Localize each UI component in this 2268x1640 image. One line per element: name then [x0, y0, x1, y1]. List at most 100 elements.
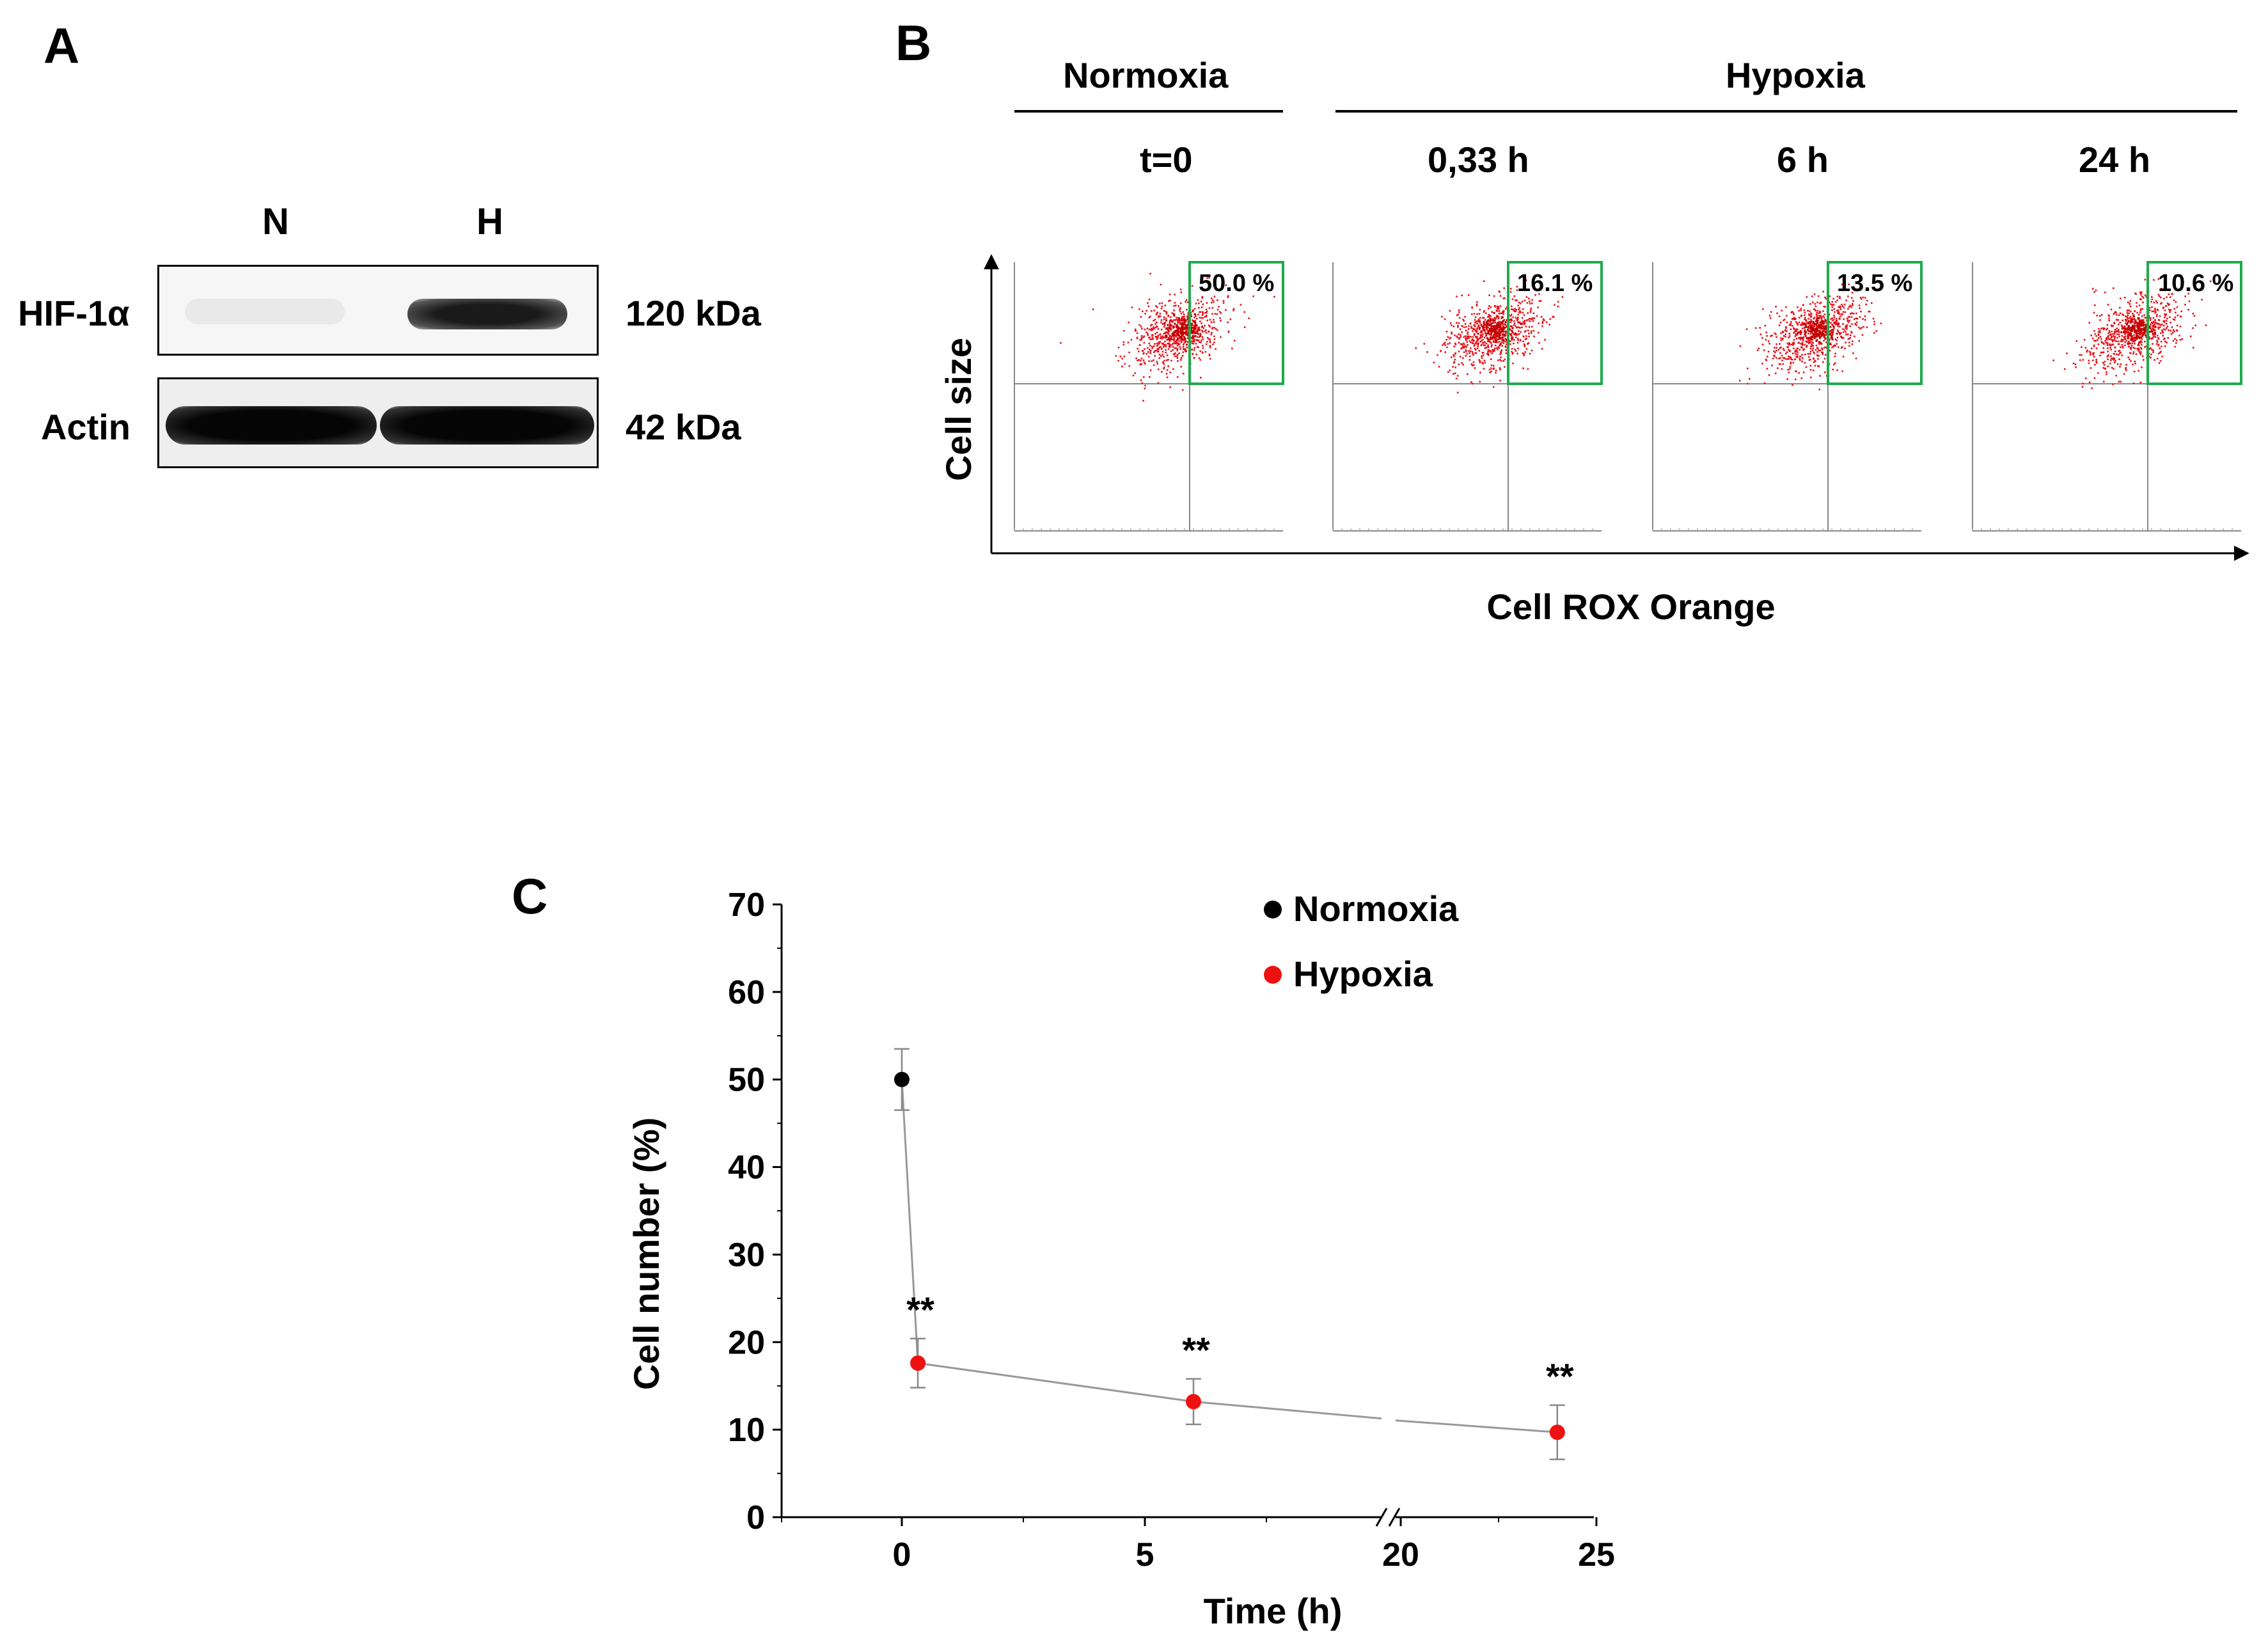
flow-event-dot: [1832, 304, 1835, 306]
flow-event-dot: [1178, 337, 1181, 340]
flow-event-dot: [1503, 328, 1505, 330]
flow-event-dot: [1790, 358, 1792, 360]
flow-event-dot: [1813, 361, 1815, 363]
flow-event-dot: [1177, 342, 1179, 344]
flow-event-dot: [1497, 332, 1499, 335]
flow-event-dot: [1488, 308, 1490, 310]
flow-event-dot: [1533, 317, 1536, 319]
flow-event-dot: [1525, 296, 1528, 298]
flow-event-dot: [1793, 328, 1795, 331]
flow-event-dot: [2139, 325, 2142, 327]
flow-event-dot: [2121, 327, 2123, 330]
flow-event-dot: [2093, 377, 2096, 379]
flow-event-dot: [2159, 352, 2161, 354]
flow-event-dot: [1805, 366, 1807, 368]
flow-event-dot: [2111, 336, 2113, 338]
flow-event-dot: [1444, 318, 1446, 320]
flow-event-dot: [1195, 353, 1197, 356]
flow-event-dot: [2144, 340, 2146, 343]
flow-event-dot: [1511, 327, 1514, 329]
flow-event-dot: [1471, 351, 1474, 353]
flow-event-dot: [1176, 354, 1179, 356]
flow-event-dot: [1488, 316, 1490, 318]
flow-event-dot: [1482, 333, 1484, 335]
flow-event-dot: [1817, 347, 1819, 349]
flow-event-dot: [1811, 338, 1814, 341]
flow-event-dot: [1809, 330, 1812, 333]
flow-event-dot: [1786, 358, 1788, 360]
flow-event-dot: [2167, 337, 2170, 339]
flow-event-dot: [1146, 310, 1147, 312]
flow-event-dot: [1847, 296, 1849, 297]
flow-event-dot: [1839, 326, 1841, 328]
flow-event-dot: [2152, 325, 2154, 327]
flow-event-dot: [1495, 316, 1498, 318]
flow-event-dot: [1499, 353, 1501, 355]
flow-event-dot: [1169, 299, 1171, 302]
flow-event-dot: [1804, 361, 1806, 364]
flow-event-dot: [1198, 341, 1201, 343]
flow-event-dot: [1790, 311, 1793, 313]
flow-event-dot: [1458, 351, 1460, 352]
flow-event-dot: [1164, 304, 1166, 306]
flow-event-dot: [1160, 308, 1163, 310]
flow-event-dot: [1474, 347, 1476, 350]
flow-event-dot: [1186, 308, 1188, 311]
flow-event-dot: [2103, 381, 2105, 383]
flow-event-dot: [1533, 335, 1535, 338]
flow-event-dot: [2193, 347, 2194, 349]
flow-event-dot: [2176, 329, 2178, 331]
flow-event-dot: [1800, 343, 1802, 345]
flow-event-dot: [1797, 332, 1799, 334]
flow-event-dot: [1483, 329, 1486, 331]
flow-event-dot: [1801, 324, 1803, 326]
flow-event-dot: [1200, 301, 1202, 303]
flow-event-dot: [2133, 370, 2136, 373]
flow-event-dot: [1850, 306, 1852, 308]
flow-event-dot: [1447, 336, 1449, 338]
flow-event-dot: [2118, 381, 2120, 382]
flow-event-dot: [1173, 315, 1176, 317]
flow-event-dot: [1496, 330, 1498, 333]
flow-event-dot: [1504, 326, 1507, 329]
flow-event-dot: [1449, 369, 1451, 372]
flow-event-dot: [1498, 312, 1500, 315]
flow-event-dot: [1497, 306, 1500, 308]
flow-event-dot: [2166, 326, 2169, 327]
chart-y-axis-label: Cell number (%): [626, 1117, 666, 1390]
flow-event-dot: [1444, 351, 1446, 353]
flow-event-dot: [1849, 313, 1852, 315]
flow-event-dot: [1476, 340, 1477, 343]
flow-event-dot: [1170, 316, 1172, 318]
flow-event-dot: [1155, 313, 1158, 316]
flow-event-dot: [1442, 344, 1444, 346]
flow-event-dot: [1790, 321, 1792, 323]
flow-event-dot: [1795, 349, 1798, 352]
flow-event-dot: [2132, 314, 2134, 317]
flow-event-dot: [1811, 327, 1814, 329]
flow-event-dot: [1183, 342, 1185, 344]
flow-event-dot: [2136, 302, 2138, 304]
flow-event-dot: [1810, 315, 1812, 317]
flow-event-dot: [1477, 327, 1479, 329]
flow-event-dot: [1174, 302, 1176, 304]
flow-event-dot: [2175, 301, 2177, 303]
flow-event-dot: [1809, 358, 1811, 361]
flow-event-dot: [1128, 321, 1130, 324]
flow-event-dot: [1805, 340, 1807, 342]
flow-event-dot: [1172, 338, 1174, 340]
flow-event-dot: [1488, 329, 1491, 332]
flow-event-dot: [1183, 336, 1186, 338]
flow-event-dot: [1796, 333, 1799, 336]
flow-event-dot: [2109, 363, 2111, 365]
flow-event-dot: [2157, 335, 2159, 337]
flow-event-dot: [1773, 350, 1775, 352]
flow-event-dot: [1139, 344, 1141, 346]
flow-event-dot: [1492, 340, 1495, 342]
flow-event-dot: [1852, 340, 1854, 342]
flow-event-dot: [1473, 328, 1476, 331]
flow-event-dot: [1140, 326, 1142, 327]
flow-event-dot: [1515, 299, 1516, 301]
flow-event-dot: [2127, 326, 2130, 328]
flow-event-dot: [1809, 365, 1812, 367]
